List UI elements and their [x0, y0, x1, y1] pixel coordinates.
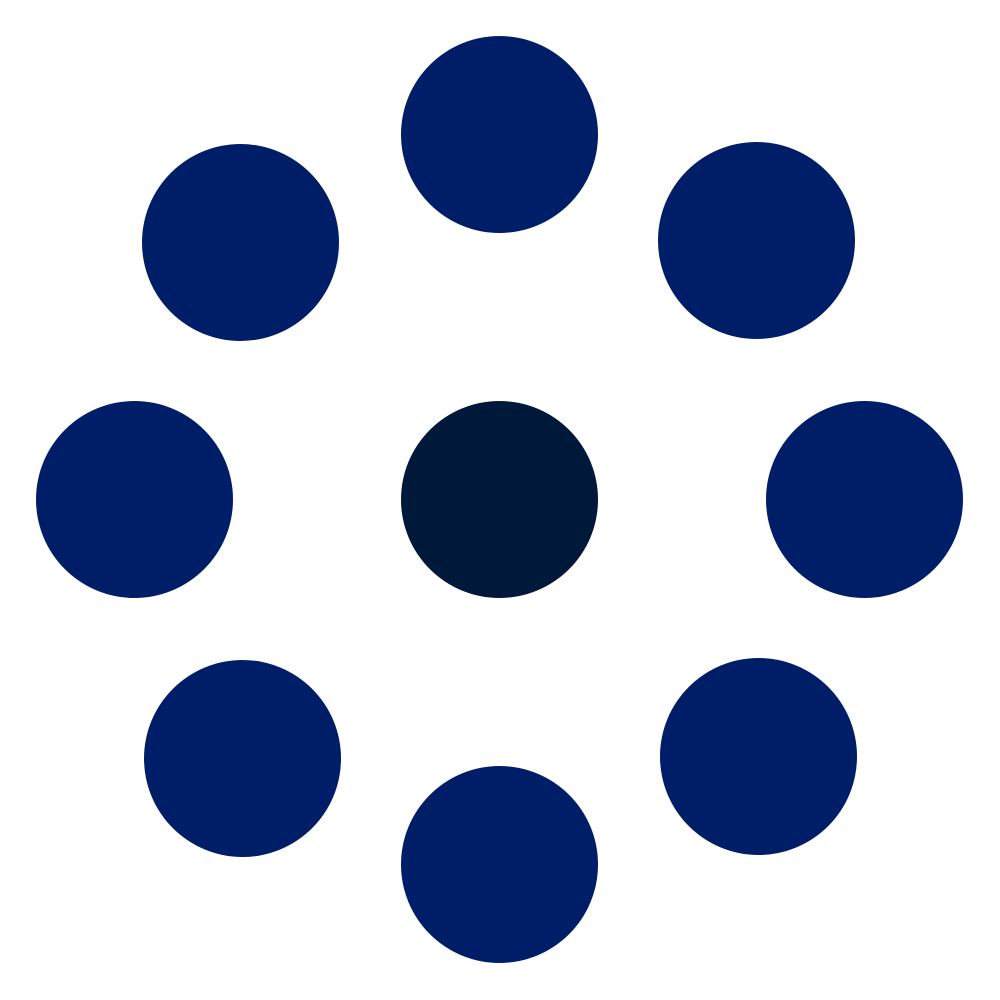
spinner-dot-top-right	[658, 142, 855, 339]
spinner-dot-bottom-left	[144, 660, 341, 857]
spinner-dot-top	[401, 36, 598, 233]
spinner-dot-top-left	[142, 144, 339, 341]
spinner-dot-bottom-right	[660, 658, 857, 855]
spinner-dot-right	[766, 401, 963, 598]
spinner-dot-left	[36, 401, 233, 598]
spinner-dot-center	[401, 401, 598, 598]
spinner-dot-bottom	[401, 766, 598, 963]
